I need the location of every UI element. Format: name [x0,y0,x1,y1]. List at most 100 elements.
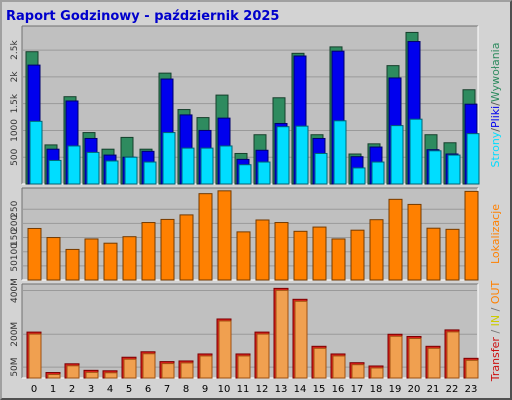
legend-part: / [489,102,502,106]
bar-strony-7 [162,132,176,185]
ytick-label: 200 [10,215,20,232]
ytick-label: 250 [10,200,20,217]
xtick-label-20: 20 [408,384,421,395]
bar-lokalizacje-19 [388,198,403,281]
bar-strony-5 [124,156,138,185]
bar-transfer-inner-0 [28,333,42,379]
bar-transfer-inner-16 [332,355,346,379]
bar-lokalizacje-16 [331,238,346,281]
bar-transfer-inner-17 [351,364,365,379]
bar-strony-13 [276,126,290,185]
legend-part: / [489,326,502,337]
xtick-label-0: 0 [31,384,37,395]
bar-transfer-inner-1 [47,374,61,379]
report-title: Raport Godzinowy - październik 2025 [6,9,279,24]
xtick-label-9: 9 [202,384,208,395]
xtick-label-17: 17 [351,384,364,395]
bar-transfer-inner-6 [142,353,156,379]
bar-lokalizacje-0 [27,227,42,281]
legend-part: IN [489,315,502,326]
bar-transfer-inner-7 [161,363,175,379]
bar-strony-11 [238,164,252,185]
bar-transfer-inner-19 [389,335,403,379]
series-legend: Transfer / IN / OUT [489,280,502,382]
xtick-label-13: 13 [275,384,288,395]
bar-strony-8 [181,147,195,185]
xtick-label-19: 19 [389,384,402,395]
bar-transfer-inner-18 [370,367,384,379]
bar-transfer-inner-4 [104,372,118,379]
ytick-label: 50M [10,357,20,376]
bar-lokalizacje-10 [217,190,232,281]
legend-part: Wywołania [489,43,502,103]
xtick-label-7: 7 [164,384,170,395]
xtick-label-18: 18 [370,384,383,395]
bar-lokalizacje-1 [46,237,61,281]
bar-strony-15 [314,152,328,185]
xtick-label-14: 14 [294,384,307,395]
bar-transfer-inner-22 [446,331,460,379]
xtick-label-10: 10 [218,384,231,395]
ytick-label: 2.5k [10,40,20,60]
ytick-label: 50 [10,260,20,272]
bar-strony-16 [333,120,347,185]
bar-strony-21 [428,150,442,185]
legend-part: / [489,128,502,132]
xtick-label-23: 23 [465,384,478,395]
ytick-label: 200M [10,322,20,347]
bar-transfer-inner-23 [465,359,479,379]
bar-transfer-inner-13 [275,289,289,379]
bar-lokalizacje-12 [255,219,270,281]
series-legend: Strony/Pliki/Wywołania [489,43,502,168]
bar-lokalizacje-2 [65,248,80,281]
bar-transfer-inner-8 [180,362,194,379]
ytick-label: 2k [10,71,20,83]
ytick-label: 1.5k [10,93,20,113]
ytick-label: 1000 [10,119,20,142]
bar-lokalizacje-13 [274,222,289,281]
bar-lokalizacje-17 [350,229,365,281]
panel-hits-pages-files: 500 1000 1.5k 2k 2.5k Strony/Pliki/Wywołania [10,25,502,185]
bar-lokalizacje-22 [445,228,460,281]
bar-transfer-inner-12 [256,333,270,379]
bar-strony-1 [48,159,62,185]
bar-lokalizacje-4 [103,242,118,281]
bar-lokalizacje-3 [84,238,99,281]
bar-transfer-inner-9 [199,355,213,379]
bar-lokalizacje-11 [236,231,251,281]
bar-strony-22 [447,154,461,185]
bar-transfer-inner-11 [237,355,251,379]
bar-strony-23 [466,133,480,185]
ytick-label: 500 [10,148,20,165]
bar-lokalizacje-5 [122,236,137,281]
xtick-label-12: 12 [256,384,269,395]
xtick-label-21: 21 [427,384,440,395]
bar-lokalizacje-15 [312,226,327,281]
bar-strony-19 [390,125,404,185]
bar-strony-6 [143,161,157,185]
bar-transfer-inner-20 [408,337,422,379]
xtick-label-15: 15 [313,384,326,395]
legend-part: Transfer [489,337,502,383]
legend-part: OUT [489,280,502,304]
bar-lokalizacje-21 [426,227,441,281]
xtick-label-6: 6 [145,384,151,395]
bar-transfer-inner-2 [66,365,80,379]
bar-strony-14 [295,125,309,185]
bar-transfer-inner-5 [123,358,137,379]
panel-transfer: 50M 200M 400M Transfer / IN / OUT [10,278,502,382]
bar-transfer-inner-21 [427,347,441,379]
xtick-label-22: 22 [446,384,459,395]
bar-strony-0 [29,120,43,185]
xtick-label-4: 4 [107,384,113,395]
ytick-label: 400M [10,278,20,303]
bar-strony-3 [86,151,100,185]
xtick-label-5: 5 [126,384,132,395]
bar-lokalizacje-20 [407,203,422,281]
bar-lokalizacje-14 [293,230,308,281]
bar-lokalizacje-7 [160,218,175,281]
bar-strony-4 [105,160,119,185]
bar-strony-12 [257,161,271,185]
